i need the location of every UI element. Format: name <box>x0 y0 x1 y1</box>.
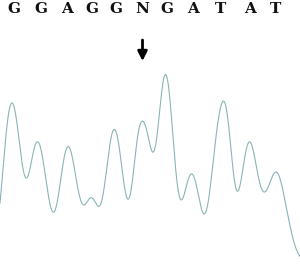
Text: A: A <box>61 2 74 16</box>
Text: A: A <box>244 2 256 16</box>
Text: G: G <box>7 2 20 16</box>
Text: T: T <box>270 2 282 16</box>
Text: N: N <box>136 2 149 16</box>
Text: A: A <box>188 2 200 16</box>
Text: G: G <box>34 2 47 16</box>
Text: G: G <box>85 2 98 16</box>
Text: G: G <box>109 2 122 16</box>
Text: G: G <box>160 2 173 16</box>
Text: T: T <box>215 2 226 16</box>
